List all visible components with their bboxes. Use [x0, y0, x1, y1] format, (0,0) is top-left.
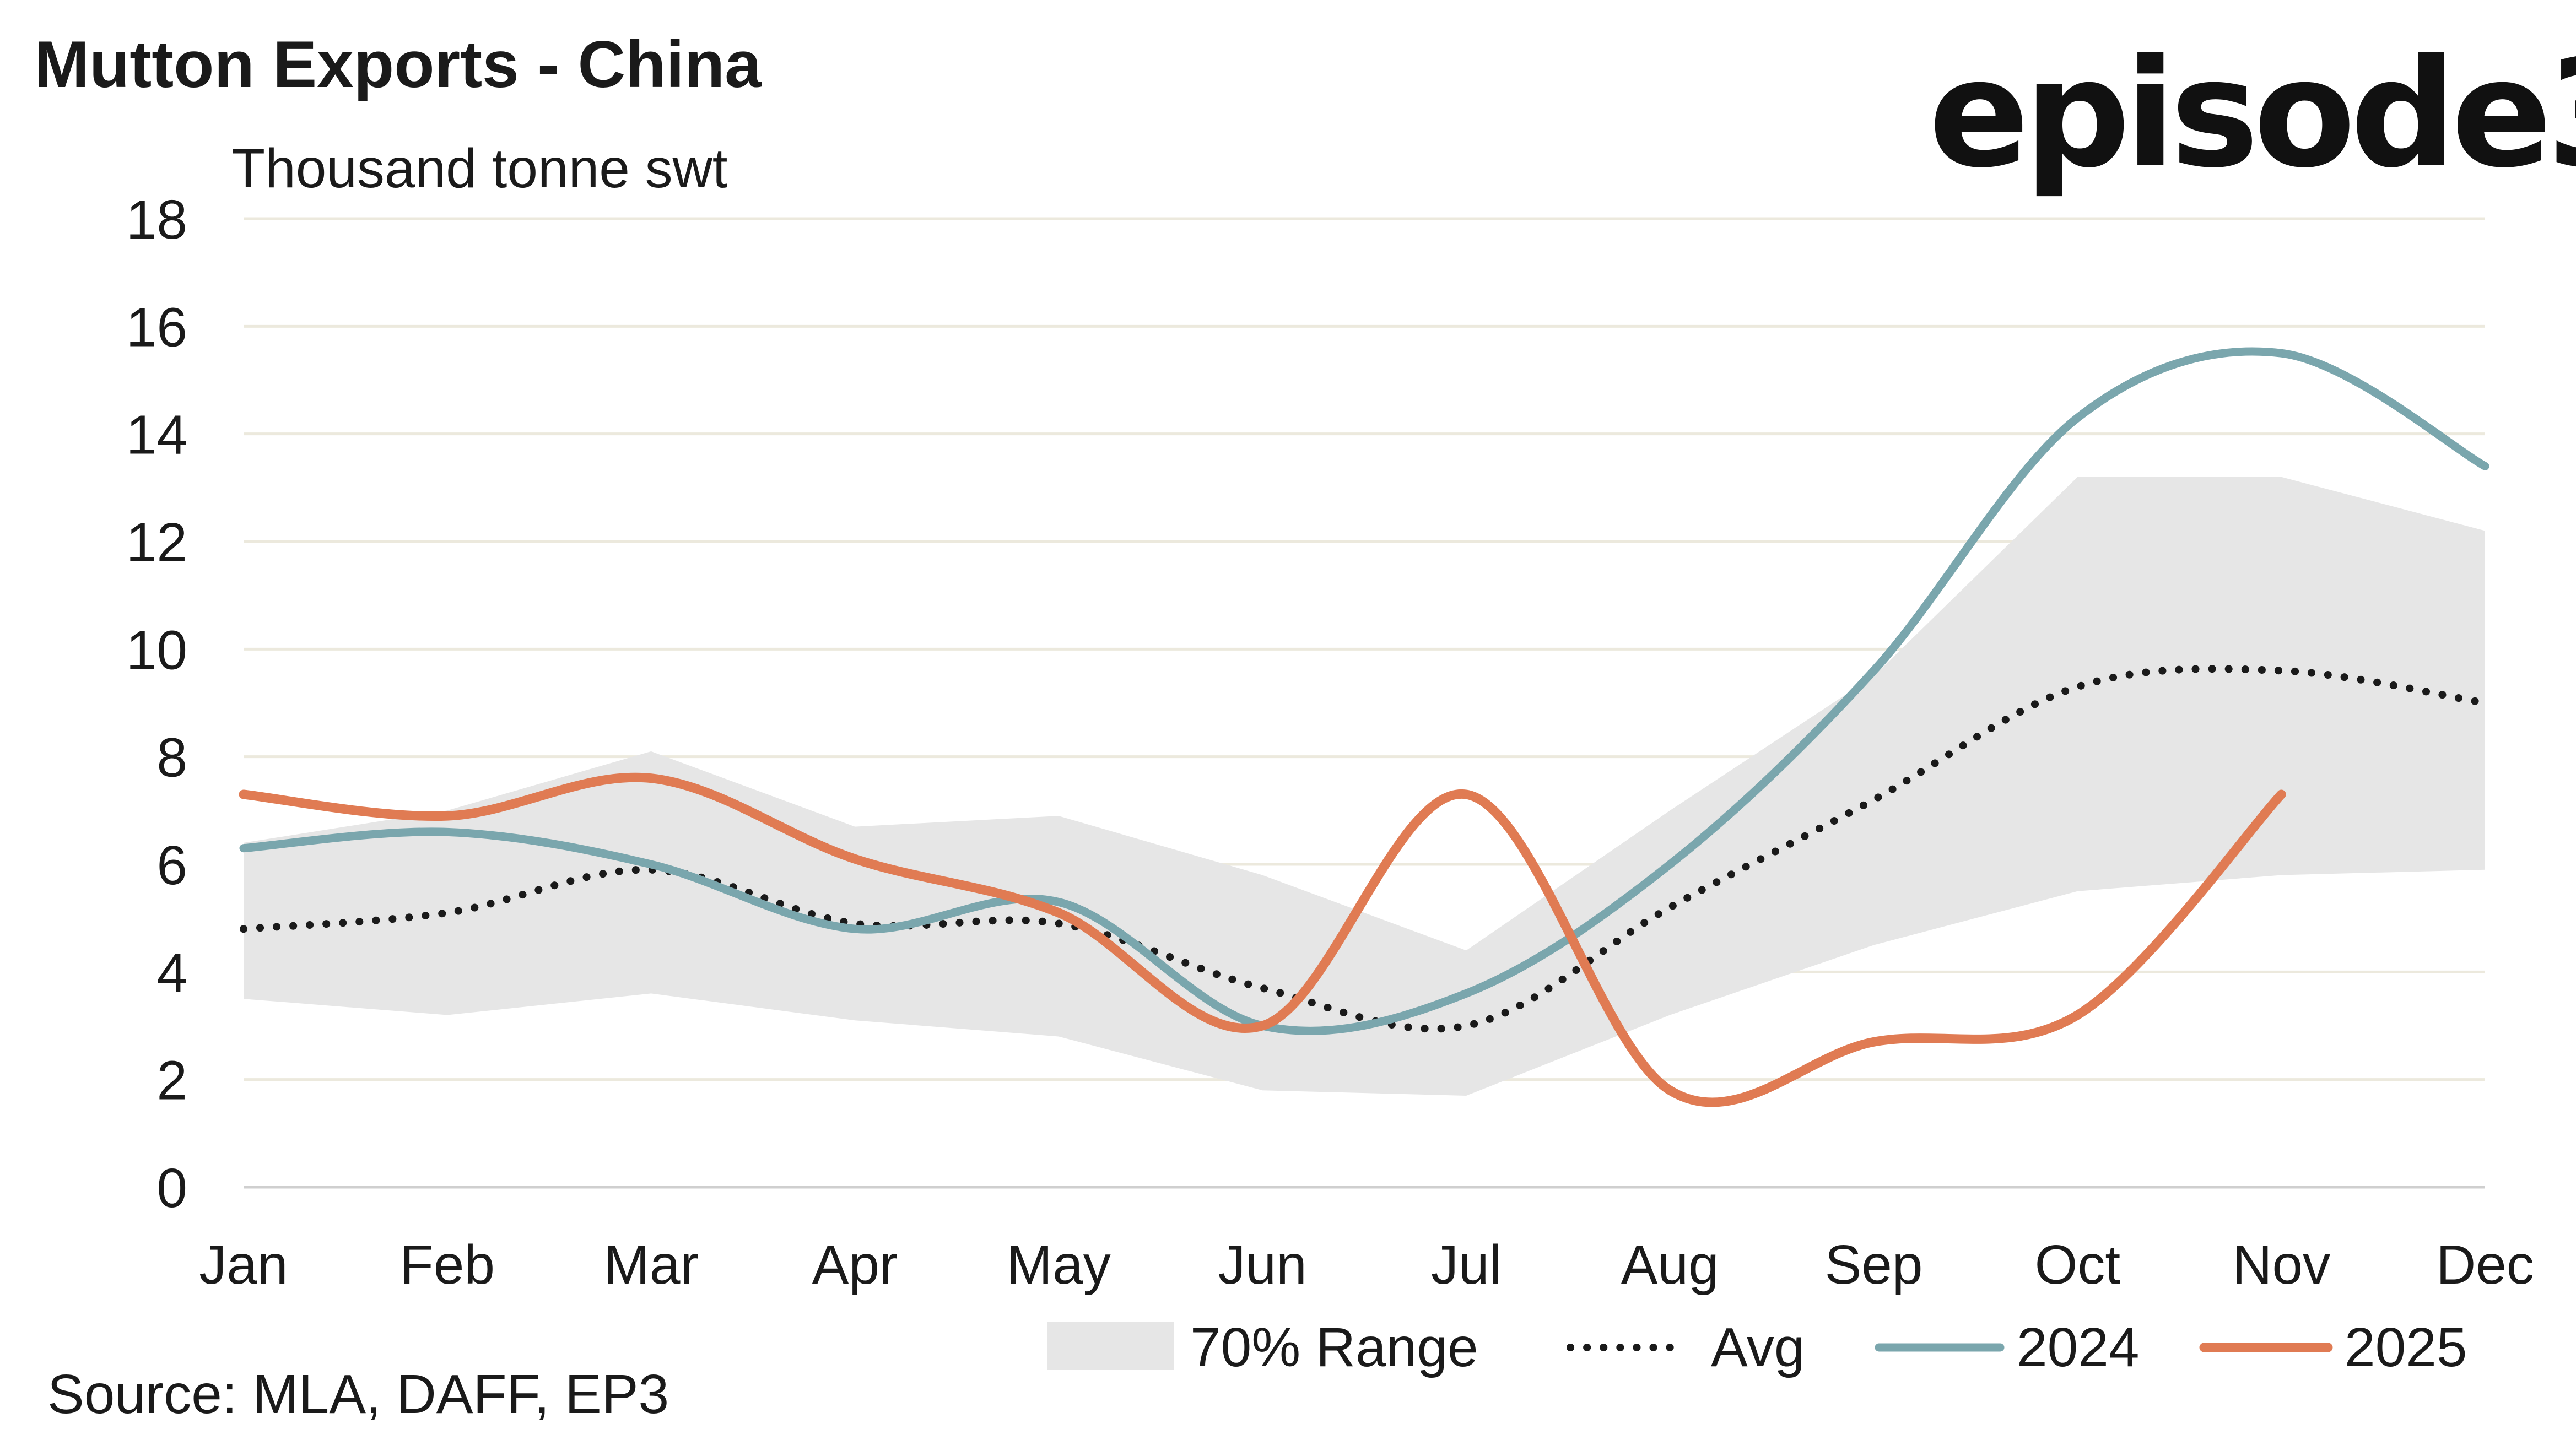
x-tick-label: Nov: [2232, 1234, 2330, 1296]
series-line-2025: [239, 772, 2286, 1107]
x-tick-label: May: [1007, 1234, 1111, 1296]
x-tick-label: Aug: [1621, 1234, 1719, 1296]
chart-title: Mutton Exports - China: [34, 28, 762, 101]
legend-label-avg: Avg: [1711, 1317, 1805, 1378]
y-tick-label: 2: [156, 1050, 187, 1112]
y-tick-label: 10: [126, 619, 187, 681]
series-line-2024: [239, 347, 2489, 1035]
y-tick-label: 6: [156, 835, 187, 896]
y-tick-label: 4: [156, 942, 187, 1004]
x-tick-label: Oct: [2035, 1234, 2121, 1296]
range-band-70: [244, 477, 2485, 1096]
y-tick-label: 16: [126, 296, 187, 358]
x-tick-labels: Jan Feb Mar Apr May Jun Jul Aug Sep Oct Nov Dec: [199, 1234, 2534, 1296]
range-band-layer: [244, 477, 2485, 1096]
legend-swatch-range: [1047, 1322, 1174, 1370]
legend-label-range: 70% Range: [1190, 1317, 1478, 1378]
x-tick-label: Dec: [2436, 1234, 2534, 1296]
y-tick-labels: 0 2 4 6 8 10 12 14 16 18: [126, 189, 187, 1219]
x-tick-label: Feb: [400, 1234, 495, 1296]
x-tick-label: Mar: [604, 1234, 699, 1296]
legend-label-2025: 2025: [2345, 1317, 2467, 1378]
y-tick-label: 14: [126, 404, 187, 466]
x-tick-label: Apr: [812, 1234, 898, 1296]
y-tick-label: 8: [156, 727, 187, 789]
episode3-logo: episode3: [1929, 27, 2576, 201]
y-tick-label: 12: [126, 512, 187, 573]
y-axis-label: Thousand tonne swt: [231, 138, 728, 199]
x-tick-label: Jun: [1218, 1234, 1306, 1296]
x-tick-label: Jan: [199, 1234, 288, 1296]
legend: 70% Range Avg 2024 2025: [1047, 1317, 2467, 1378]
series-line-avg: [240, 665, 2489, 1033]
x-tick-label: Jul: [1431, 1234, 1502, 1296]
y-tick-label: 18: [126, 189, 187, 251]
source-note: Source: MLA, DAFF, EP3: [47, 1363, 669, 1425]
x-tick-label: Sep: [1825, 1234, 1923, 1296]
y-tick-label: 0: [156, 1157, 187, 1219]
series-lines-layer: [239, 347, 2489, 1107]
legend-label-2024: 2024: [2017, 1317, 2139, 1378]
